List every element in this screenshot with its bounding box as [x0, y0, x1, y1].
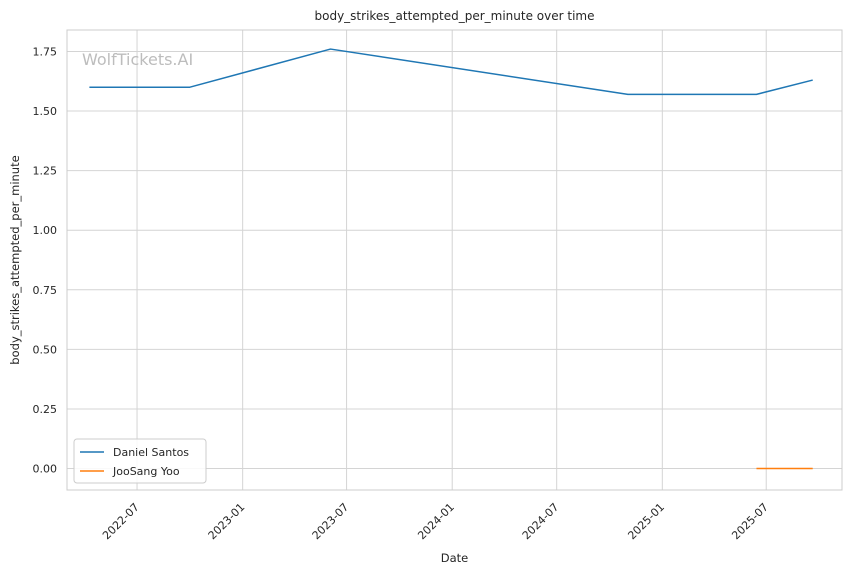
watermark-text: WolfTickets.AI — [82, 50, 193, 69]
y-tick-label: 0.25 — [33, 403, 58, 416]
legend: Daniel Santos JooSang Yoo — [73, 438, 207, 484]
series-layer — [89, 48, 813, 470]
x-tick-label: 2024-07 — [520, 501, 562, 543]
legend-label-daniel-santos: Daniel Santos — [113, 446, 189, 459]
plot-background — [67, 30, 842, 490]
y-tick-label: 0.00 — [33, 463, 58, 476]
x-tick-label: 2025-07 — [729, 501, 771, 543]
x-tick-label: 2023-07 — [310, 501, 352, 543]
x-tick-label: 2025-01 — [625, 501, 667, 543]
y-tick-label: 0.50 — [33, 343, 58, 356]
series-line-daniel-santos — [89, 48, 813, 96]
x-axis-title: Date — [441, 551, 469, 565]
chart-title: body_strikes_attempted_per_minute over t… — [315, 9, 595, 23]
x-tick-label: 2023-01 — [206, 501, 248, 543]
grid-lines — [67, 30, 842, 490]
y-tick-label: 1.00 — [33, 224, 58, 237]
y-tick-label: 1.50 — [33, 105, 58, 118]
legend-box — [73, 438, 207, 484]
x-axis-ticks: 2022-07 2023-01 2023-07 2024-01 2024-07 2025-… — [100, 501, 771, 543]
y-axis-ticks: 0.00 0.25 0.50 0.75 1.00 1.25 1.50 1.75 — [33, 45, 58, 475]
plot-frame — [66, 29, 843, 491]
x-tick-label: 2022-07 — [100, 501, 142, 543]
y-tick-label: 0.75 — [33, 284, 58, 297]
x-tick-label: 2024-01 — [415, 501, 457, 543]
y-tick-label: 1.25 — [33, 165, 58, 178]
legend-label-joosang-yoo: JooSang Yoo — [112, 465, 180, 478]
y-tick-label: 1.75 — [33, 45, 58, 58]
y-axis-title: body_strikes_attempted_per_minute — [8, 155, 22, 364]
